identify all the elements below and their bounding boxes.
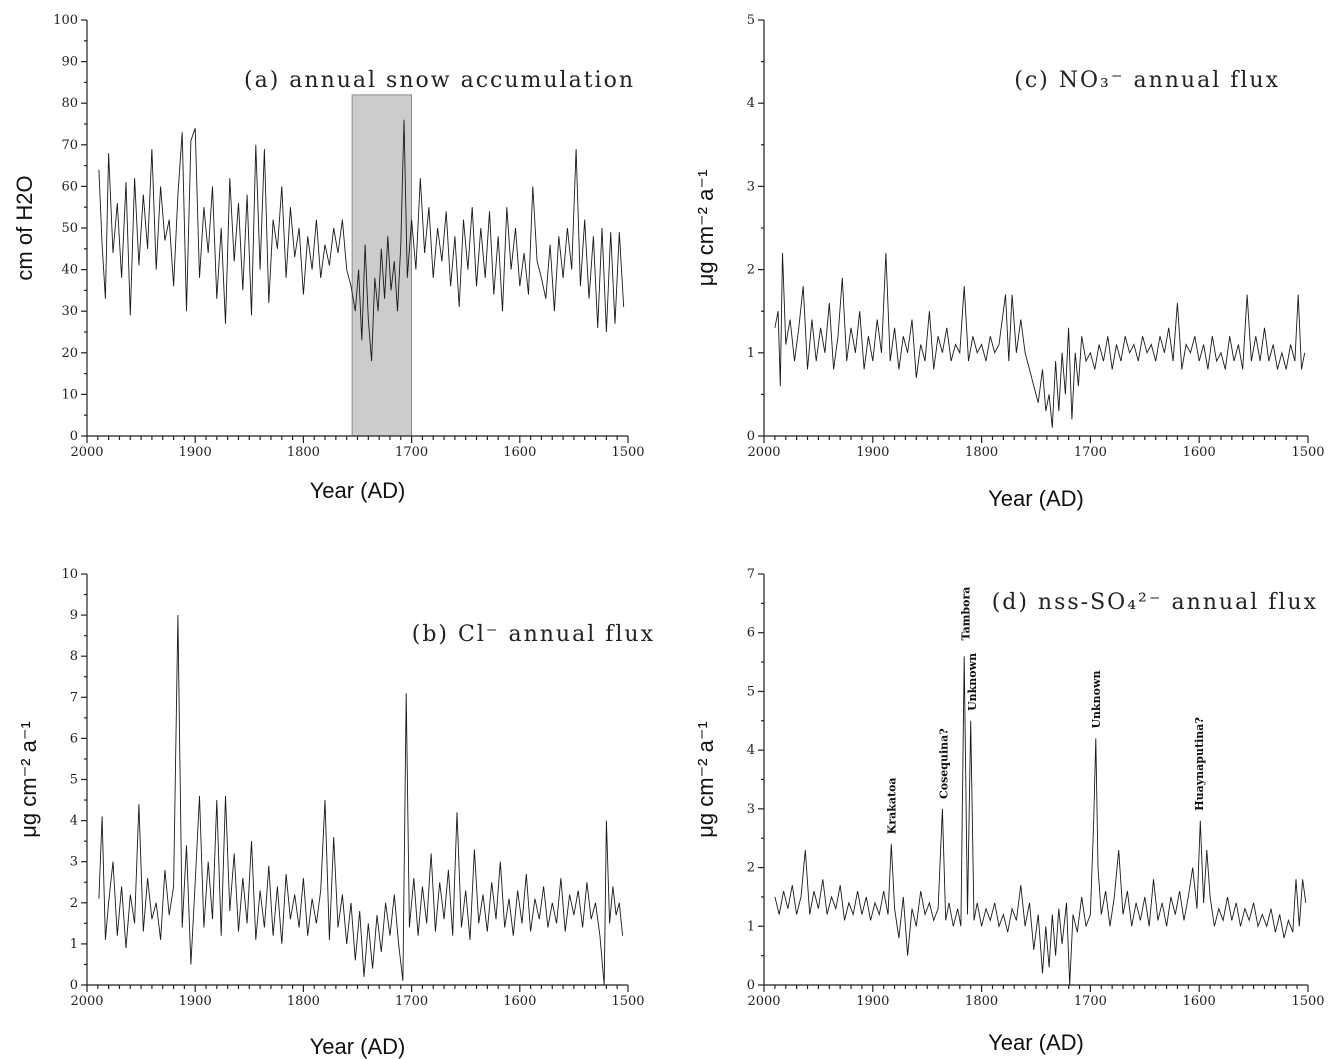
y-tick-label: 5 [747,684,755,699]
y-tick-label: 5 [747,13,755,28]
panel-title: (c) NO₃⁻ annual flux [1014,68,1280,93]
x-axis-title: Year (AD) [310,478,406,503]
x-tick-label: 1800 [965,445,998,460]
panel-title: (a) annual snow accumulation [244,68,635,93]
y-tick-label: 70 [61,138,78,153]
event-annotation: Huaynaputina? [1193,717,1206,811]
x-tick-label: 1700 [395,445,428,460]
event-annotation: Krakatoa [885,777,898,834]
y-tick-label: 30 [61,304,78,319]
y-tick-label: 3 [747,802,755,817]
y-axis-title: μg cm⁻² a⁻¹ [693,721,718,838]
y-tick-label: 50 [61,221,78,236]
y-tick-label: 1 [747,346,755,361]
y-tick-label: 2 [747,861,755,876]
x-tick-label: 1900 [856,445,889,460]
y-tick-label: 4 [747,743,755,758]
y-tick-label: 100 [53,13,78,28]
y-tick-label: 0 [70,978,78,993]
x-tick-label: 1700 [1074,445,1107,460]
panel-b-chloride-flux: 0 1 2 3 4 5 6 7 8 9 10 2000 1900 1800 1700 1600 1500 (b) … [16,567,655,1059]
x-tick-label: 1600 [1183,994,1216,1009]
x-tick-label: 2000 [70,445,103,460]
y-tick-label: 0 [747,429,755,444]
y-tick-label: 3 [747,179,755,194]
series-line-c [774,252,1306,428]
y-tick-label: 6 [70,731,78,746]
y-tick-label: 10 [61,567,78,582]
y-tick-label: 9 [70,608,78,623]
x-axis-title: Year (AD) [988,1030,1084,1055]
x-tick-label: 1700 [1074,994,1107,1009]
x-tick-label: 1700 [395,994,428,1009]
y-tick-label: 4 [747,96,755,111]
panel-a-snow-accumulation: 0 10 20 30 40 50 60 70 80 90 100 2000 1900 1800 1700 16… [12,13,645,503]
x-tick-label: 2000 [747,994,780,1009]
y-tick-label: 7 [70,690,78,705]
x-tick-label: 1900 [179,994,212,1009]
y-tick-label: 60 [61,179,78,194]
x-tick-label: 1800 [965,994,998,1009]
panel-title: (b) Cl⁻ annual flux [412,622,655,647]
panel-title: (d) nss-SO₄²⁻ annual flux [992,590,1318,615]
x-tick-label: 1600 [503,994,536,1009]
y-tick-label: 8 [70,649,78,664]
y-tick-label: 0 [70,429,78,444]
x-tick-label: 1500 [1291,994,1324,1009]
y-tick-label: 40 [61,263,78,278]
event-annotation: Unknown [1090,671,1103,729]
x-tick-label: 1800 [287,994,320,1009]
y-tick-label: 3 [70,855,78,870]
panel-c-nitrate-flux: 0 1 2 3 4 5 2000 1900 1800 1700 1600 1500 (c) NO₃⁻ a… [693,13,1325,511]
x-tick-label: 1600 [1183,445,1216,460]
shaded-period-band [351,94,412,437]
y-tick-label: 90 [61,55,78,70]
x-tick-label: 1900 [856,994,889,1009]
series-line-a [98,119,625,362]
y-tick-label: 10 [61,387,78,402]
y-axis-title: cm of H2O [12,175,37,280]
y-tick-label: 7 [747,567,755,582]
x-tick-label: 1500 [611,445,644,460]
y-axis-title: μg cm⁻² a⁻¹ [693,170,718,287]
series-line-d [774,656,1307,986]
y-tick-label: 2 [747,263,755,278]
y-tick-label: 20 [61,346,78,361]
x-tick-label: 1900 [179,445,212,460]
y-tick-label: 5 [70,773,78,788]
x-tick-label: 2000 [70,994,103,1009]
event-annotation: Unknown [966,653,979,711]
y-tick-label: 1 [70,937,78,952]
y-tick-label: 1 [747,919,755,934]
y-tick-label: 80 [61,96,78,111]
x-axis-title: Year (AD) [310,1034,406,1059]
y-axis-title: μg cm⁻² a⁻¹ [16,721,41,838]
series-line-b [98,615,624,986]
x-tick-label: 2000 [747,445,780,460]
panel-d-sulfate-flux: 0 1 2 3 4 5 6 7 2000 1900 1800 1700 1600 1500 (d) nss-… [693,567,1325,1055]
x-tick-label: 1800 [287,445,320,460]
x-tick-label: 1500 [1291,445,1324,460]
y-tick-label: 0 [747,978,755,993]
event-annotation: Tambora [959,587,972,641]
x-tick-label: 1500 [611,994,644,1009]
y-tick-label: 6 [747,626,755,641]
event-annotation: Cosequina? [938,728,951,799]
y-tick-label: 2 [70,896,78,911]
x-tick-label: 1600 [503,445,536,460]
x-axis-title: Year (AD) [988,486,1084,511]
y-tick-label: 4 [70,814,78,829]
